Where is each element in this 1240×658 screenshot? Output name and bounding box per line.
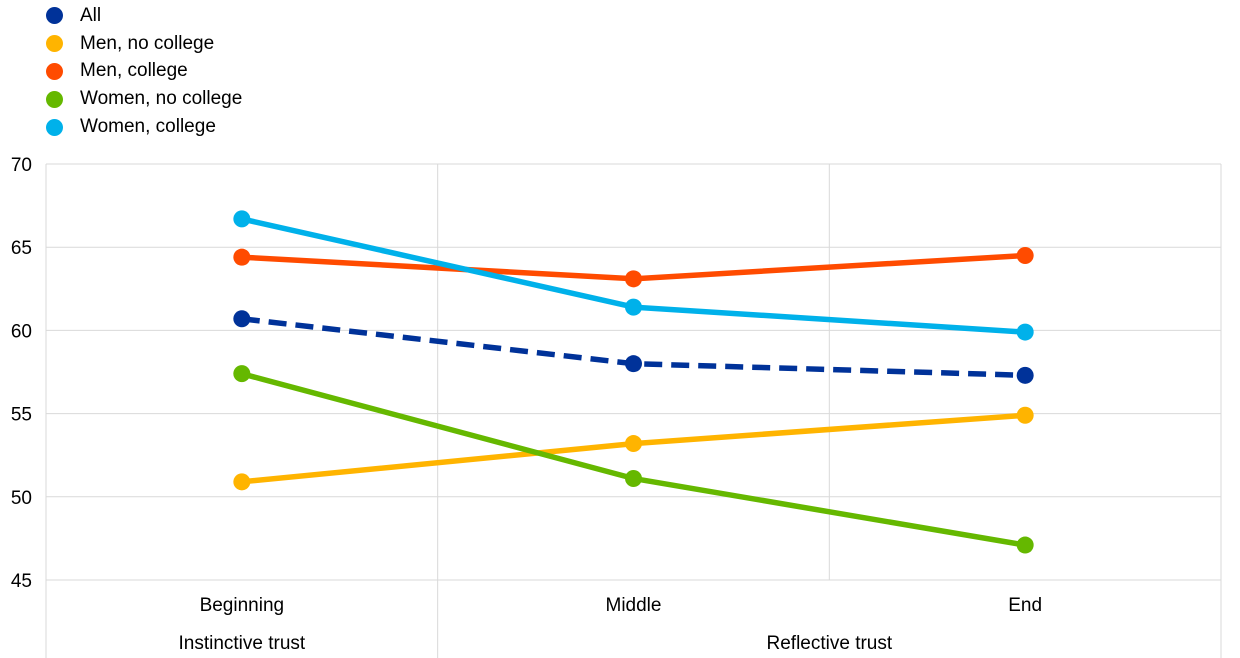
legend-marker-women-no-college <box>46 90 63 108</box>
axes: 45 50 55 60 65 70 Beginning Middle End Instinctiv… <box>11 155 1222 658</box>
point-all-end <box>1016 366 1034 384</box>
y-tick-label-70: 70 <box>11 155 32 176</box>
point-women-no-college-beginning <box>233 365 251 383</box>
point-men-college-beginning <box>233 248 251 266</box>
x-tick-label-beginning: Beginning <box>200 595 285 616</box>
point-women-college-beginning <box>233 210 251 228</box>
series-all <box>233 310 1034 384</box>
grid <box>46 163 1222 580</box>
legend-marker-women-college <box>46 118 63 136</box>
legend-item-men-no-college: Men, no college <box>46 30 242 58</box>
y-tick-label-60: 60 <box>11 321 32 342</box>
legend-item-all: All <box>46 2 242 30</box>
y-tick-label-50: 50 <box>11 488 32 509</box>
series-men-college <box>233 247 1034 288</box>
point-men-college-end <box>1016 247 1034 265</box>
point-all-middle <box>625 355 642 373</box>
y-tick-label-45: 45 <box>11 571 32 592</box>
x-tick-label-middle: Middle <box>606 595 662 616</box>
point-men-no-college-beginning <box>233 473 251 491</box>
x-tick-label-end: End <box>1008 595 1042 616</box>
group-label-instinctive-trust: Instinctive trust <box>178 633 305 654</box>
legend-label-all: All <box>80 4 102 26</box>
y-tick-label-65: 65 <box>11 238 32 259</box>
legend-label-men-no-college: Men, no college <box>80 32 215 54</box>
y-tick-label-55: 55 <box>11 405 32 426</box>
series-line-women-no-college <box>241 371 1026 548</box>
legend-marker-men-college <box>46 62 63 80</box>
legend-item-men-college: Men, college <box>46 58 242 86</box>
series-women-college <box>233 210 1034 341</box>
point-all-beginning <box>233 310 251 328</box>
point-women-no-college-end <box>1016 536 1034 554</box>
legend-marker-all <box>46 7 63 25</box>
legend-item-women-no-college: Women, no college <box>46 85 242 113</box>
point-men-no-college-end <box>1016 406 1034 424</box>
series-women-no-college <box>233 365 1034 554</box>
point-men-no-college-middle <box>625 435 642 453</box>
legend-marker-men-no-college <box>46 35 63 53</box>
legend-label-men-college: Men, college <box>80 60 188 82</box>
point-women-college-middle <box>625 298 642 316</box>
legend-label-women-college: Women, college <box>80 116 216 138</box>
group-label-reflective-trust: Reflective trust <box>767 633 893 654</box>
series <box>233 210 1034 554</box>
point-women-no-college-middle <box>625 469 642 487</box>
point-men-college-middle <box>625 270 642 288</box>
legend-item-women-college: Women, college <box>46 113 242 141</box>
legend: All Men, no college Men, college Women, … <box>46 2 242 141</box>
point-women-college-end <box>1016 323 1034 341</box>
legend-label-women-no-college: Women, no college <box>80 88 243 110</box>
series-men-no-college <box>233 406 1034 491</box>
